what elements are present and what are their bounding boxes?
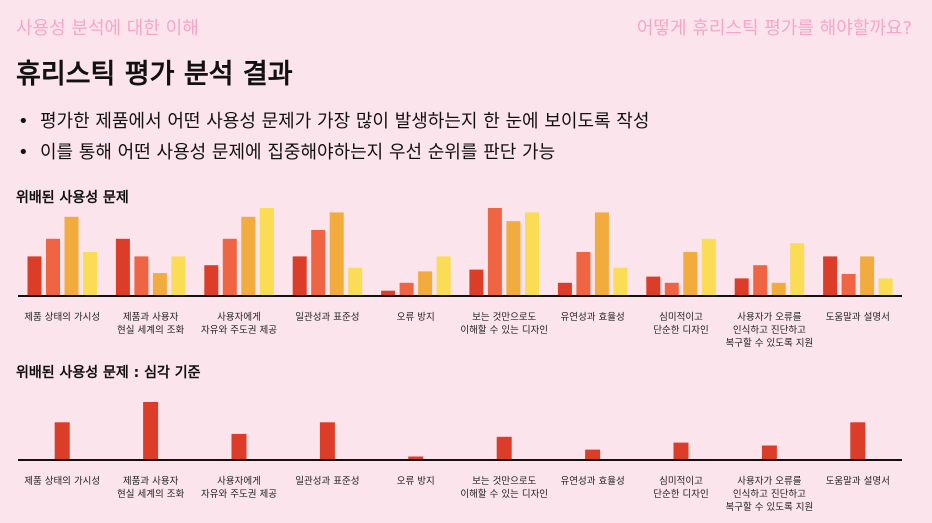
category-label: 인식하고 진단하고 <box>733 488 806 500</box>
bar-2-4 <box>171 256 186 296</box>
category-label: 단순한 디자인 <box>653 325 708 336</box>
category-label: 사용자가 오류를 <box>737 476 801 487</box>
category-label: 일관성과 표준성 <box>295 476 359 487</box>
bar-4-4 <box>348 267 363 296</box>
header-section-title: 사용성 분석에 대한 이해 <box>16 18 199 39</box>
bar-3-severity <box>231 433 247 460</box>
bar-9-severity <box>761 445 777 460</box>
bar-3-1 <box>204 265 219 296</box>
category-label: 일관성과 표준성 <box>295 312 359 323</box>
category-label: 유연성과 효율성 <box>560 476 624 487</box>
category-label: 심미적이고 <box>659 475 703 487</box>
bar-2-2 <box>134 256 149 296</box>
category-label: 도움말과 설명서 <box>826 475 890 487</box>
chart1-title: 위배된 사용성 문제 <box>16 190 129 206</box>
bar-10-severity <box>850 422 866 460</box>
bar-4-2 <box>311 230 326 296</box>
bar-8-1 <box>646 276 661 296</box>
category-label: 복구할 수 있도록 지원 <box>726 337 814 349</box>
category-label: 복구할 수 있도록 지원 <box>726 501 814 513</box>
bar-10-1 <box>823 256 838 296</box>
bar-10-2 <box>841 274 856 296</box>
bullet-list: • 평가한 제품에서 어떤 사용성 문제가 가장 많이 발생하는지 한 눈에 보이… <box>18 106 649 168</box>
bar-7-2 <box>576 252 591 296</box>
category-label: 보는 것만으로도 <box>472 312 536 323</box>
bar-2-1 <box>115 238 130 296</box>
bar-1-3 <box>64 216 79 296</box>
bar-2-3 <box>152 273 167 296</box>
category-label: 이해할 수 있는 디자인 <box>460 488 548 500</box>
bar-8-severity <box>673 442 689 460</box>
bar-5-1 <box>381 290 396 296</box>
bullet-text: 평가한 제품에서 어떤 사용성 문제가 가장 많이 발생하는지 한 눈에 보이도… <box>40 111 650 132</box>
bullet-text: 이를 통해 어떤 사용성 문제에 집중해야하는지 우선 순위를 판단 가능 <box>40 142 556 163</box>
bar-6-severity <box>496 436 512 460</box>
bar-9-2 <box>753 265 768 296</box>
bar-5-2 <box>399 282 414 296</box>
category-label: 제품 상태의 가시성 <box>24 476 100 487</box>
bar-3-2 <box>222 238 237 296</box>
header-question: 어떻게 휴리스틱 평가를 해야할까요? <box>636 18 912 39</box>
category-label: 도움말과 설명서 <box>826 311 890 323</box>
bar-5-3 <box>418 271 433 296</box>
bar-1-1 <box>27 256 42 296</box>
category-label: 제품과 사용자 <box>123 476 179 487</box>
category-label: 오류 방지 <box>397 312 435 323</box>
violations-bar-chart: 제품 상태의 가시성 제품과 사용자 현실 세계의 조화 사용자에게 자유와 주도권 제… <box>0 200 932 355</box>
bar-7-severity <box>585 449 601 460</box>
bar-4-severity <box>319 422 335 460</box>
bar-1-4 <box>83 252 97 296</box>
bar-10-4 <box>878 278 893 296</box>
bar-3-4 <box>259 208 274 296</box>
bar-10-3 <box>860 256 875 296</box>
bar-1-2 <box>46 238 60 296</box>
bar-4-1 <box>292 256 307 296</box>
category-label: 사용자에게 <box>217 312 261 323</box>
category-label: 사용자가 오류를 <box>737 312 801 323</box>
bar-8-2 <box>664 282 679 296</box>
category-label: 제품과 사용자 <box>123 312 179 323</box>
bar-1-severity <box>54 422 70 460</box>
category-label: 이해할 수 있는 디자인 <box>460 324 548 336</box>
category-label: 자유와 주도권 제공 <box>201 324 277 336</box>
bar-9-1 <box>734 278 749 296</box>
bar-6-3 <box>506 221 521 296</box>
category-label: 자유와 주도권 제공 <box>201 488 277 500</box>
page-title: 휴리스틱 평가 분석 결과 <box>16 59 293 90</box>
severity-bar-chart: 제품 상태의 가시성 제품과 사용자 현실 세계의 조화 사용자에게 자유와 주도권 제… <box>0 385 932 520</box>
category-label: 심미적이고 <box>659 311 703 323</box>
bar-8-3 <box>683 252 698 296</box>
bullet-item: • 평가한 제품에서 어떤 사용성 문제가 가장 많이 발생하는지 한 눈에 보이… <box>18 106 649 137</box>
bar-9-4 <box>790 243 805 296</box>
bar-6-4 <box>525 212 539 296</box>
bullet-dot-icon: • <box>18 142 29 163</box>
bar-7-4 <box>613 267 628 296</box>
bar-6-1 <box>469 269 484 296</box>
category-label: 제품 상태의 가시성 <box>24 312 100 323</box>
bullet-dot-icon: • <box>18 111 29 132</box>
category-label: 보는 것만으로도 <box>472 476 536 487</box>
bar-8-4 <box>701 238 716 296</box>
chart2-title: 위배된 사용성 문제 : 심각 기준 <box>16 365 201 381</box>
bar-5-severity <box>408 456 424 460</box>
bar-5-4 <box>436 256 451 296</box>
category-label: 인식하고 진단하고 <box>733 324 806 336</box>
bar-2-severity <box>143 402 159 460</box>
bar-9-3 <box>771 282 786 296</box>
bar-7-1 <box>557 282 572 296</box>
category-label: 유연성과 효율성 <box>560 312 624 323</box>
category-label: 현실 세계의 조화 <box>117 488 184 500</box>
bar-3-3 <box>241 216 256 296</box>
bar-4-3 <box>329 212 344 296</box>
category-label: 사용자에게 <box>217 476 261 487</box>
category-label: 현실 세계의 조화 <box>117 324 184 336</box>
bar-6-2 <box>487 208 502 296</box>
category-label: 단순한 디자인 <box>653 489 708 500</box>
bar-7-3 <box>594 212 609 296</box>
bullet-item: • 이를 통해 어떤 사용성 문제에 집중해야하는지 우선 순위를 판단 가능 <box>18 137 649 168</box>
category-label: 오류 방지 <box>397 476 435 487</box>
